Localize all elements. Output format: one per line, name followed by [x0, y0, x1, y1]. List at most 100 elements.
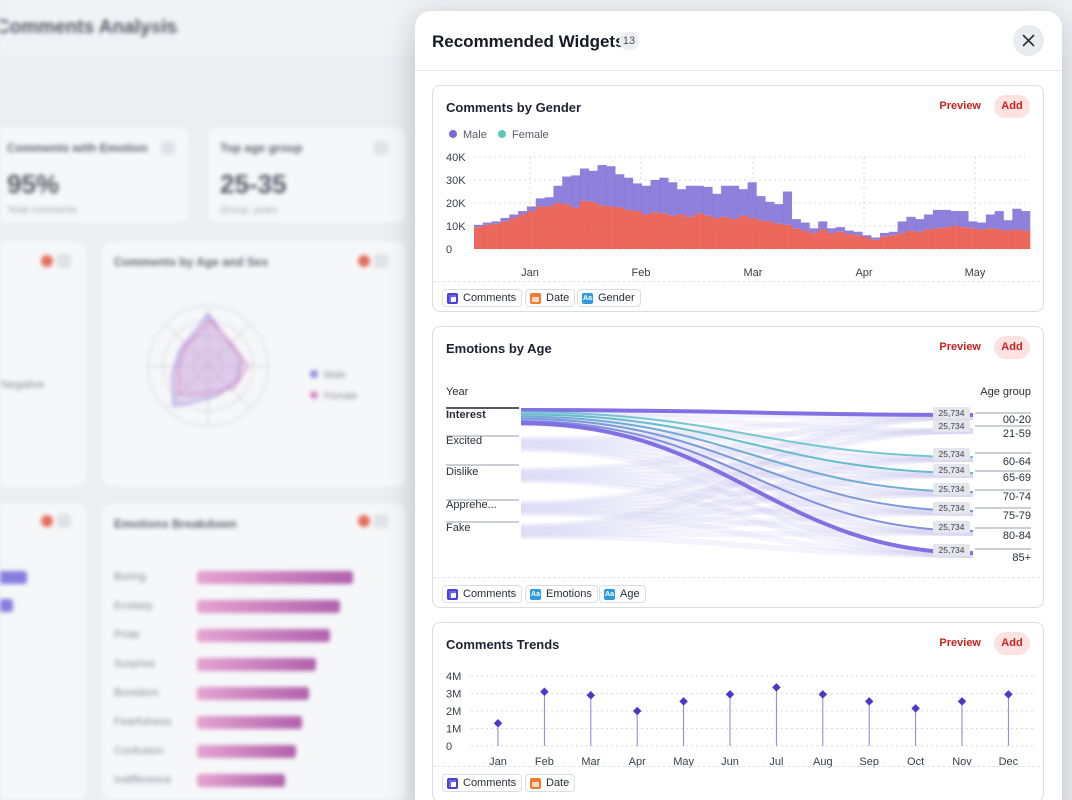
emotions-card-title: Emotions Breakdown: [114, 517, 237, 531]
preview-button[interactable]: Preview: [939, 341, 981, 353]
bar-female: [782, 224, 793, 249]
field-chip-comments[interactable]: Comments: [442, 585, 523, 603]
x-tick-label: Feb: [535, 756, 554, 768]
kpi-card-emotion: Comments with Emotion 95% Total comments: [0, 126, 190, 224]
dashboard-breadcrumb: / ID / ⌄: [140, 20, 182, 35]
x-tick-label: Jul: [769, 756, 783, 768]
x-tick-label: Nov: [952, 756, 972, 768]
sankey-flow-faint: [520, 510, 974, 537]
field-chip-comments[interactable]: Comments: [442, 289, 523, 307]
widget-count-badge: 13: [619, 32, 639, 50]
sankey-target-label: 60-64: [1003, 456, 1031, 468]
bar-female: [729, 219, 740, 249]
bar-male: [571, 175, 581, 208]
bar-male: [897, 221, 907, 233]
emotion-label: Boredom: [114, 687, 159, 699]
bar-female: [650, 212, 660, 249]
sankey-value-label: 25,734: [939, 421, 965, 431]
sankey-value-chip: [933, 502, 970, 514]
widget-title: Comments by Gender: [446, 100, 582, 115]
bar-male: [712, 193, 722, 218]
bar-male: [747, 182, 757, 218]
sankey-flow-faint: [520, 507, 974, 516]
kpi-card-value: 25-35: [220, 169, 287, 199]
text-type-icon: Aa: [530, 589, 541, 600]
x-tick-label: Jun: [721, 756, 739, 768]
bar-female: [615, 207, 625, 249]
field-chip-emotions[interactable]: Aa Emotions: [525, 585, 598, 603]
add-button[interactable]: Add: [994, 336, 1030, 359]
bar-male: [606, 166, 616, 207]
field-chip-date[interactable]: Date: [525, 289, 576, 307]
emotion-bar: [197, 716, 302, 729]
bar-male: [756, 196, 766, 221]
legend-male-swatch: [449, 130, 457, 138]
emotion-bar: [197, 658, 316, 671]
calendar-icon: [530, 778, 541, 789]
bar-female: [518, 214, 528, 249]
widget-emotions-by-age[interactable]: Emotions by Age Preview Add Year Age gro…: [432, 326, 1044, 608]
edit-icon: [374, 141, 388, 155]
lollipop-point: [772, 683, 781, 692]
preview-button[interactable]: Preview: [939, 100, 981, 112]
kpi-card-subtitle: Total comments: [7, 205, 78, 216]
sankey-flow-faint: [520, 414, 974, 442]
sankey-flow-faint: [520, 530, 974, 538]
widget-comments-by-gender[interactable]: Comments by Gender Preview Add Male Fema…: [432, 85, 1044, 312]
legend-female-label: Female: [512, 129, 549, 141]
field-chip-age[interactable]: Aa Age: [599, 585, 646, 603]
add-button[interactable]: Add: [994, 95, 1030, 118]
add-button[interactable]: Add: [994, 632, 1030, 655]
preview-button[interactable]: Preview: [939, 637, 981, 649]
sankey-flow-faint: [520, 414, 974, 506]
bar-female: [562, 204, 572, 249]
bar-female: [977, 229, 987, 249]
widget-comments-trends[interactable]: Comments Trends Preview Add 4M 3M 2M 1M 0 Ja…: [432, 622, 1044, 800]
bar-female: [597, 205, 607, 249]
sankey-flow-faint: [520, 428, 974, 444]
bar-female: [853, 235, 863, 249]
sankey-value-chip: [933, 464, 970, 476]
bar-male: [518, 211, 528, 215]
sankey-value-chip: [933, 448, 970, 460]
emotion-label: Confusion: [114, 745, 164, 757]
sankey-flow-faint: [520, 416, 974, 497]
bar-female: [818, 229, 828, 249]
sankey-value-label: 25,734: [939, 522, 965, 532]
bar-male: [632, 183, 642, 212]
bar-female: [1012, 229, 1022, 249]
bar-female: [509, 217, 519, 249]
y-tick-label: 10K: [446, 221, 466, 233]
bar-female: [685, 216, 695, 249]
bar-male: [994, 211, 1004, 230]
bar-female: [765, 221, 775, 249]
bar-female: [535, 206, 545, 249]
close-button[interactable]: [1013, 25, 1044, 56]
kpi-card-value: 95%: [7, 169, 60, 199]
lollipop-point: [493, 719, 503, 728]
bar-female: [659, 213, 669, 249]
widget-fields: Comments Date Aa Gender: [433, 281, 1043, 311]
sankey-value-chip: [933, 544, 970, 556]
sankey-source-label: Fake: [446, 522, 470, 534]
bar-female: [668, 215, 678, 249]
status-dot-icon: [358, 515, 370, 527]
sentiment-card: Negative: [0, 240, 88, 488]
y-tick-label: 4M: [446, 671, 461, 683]
bar-female: [579, 200, 590, 249]
y-tick-label: 3M: [446, 689, 461, 701]
field-chip-gender[interactable]: Aa Gender: [577, 289, 641, 307]
x-tick-label: Dec: [999, 756, 1019, 768]
bar-male: [694, 185, 704, 214]
bar-male: [597, 165, 607, 206]
radar-legend-female: Female: [324, 391, 358, 402]
bar-male: [844, 230, 854, 235]
field-chip-date[interactable]: Date: [525, 774, 576, 792]
sankey-right-header: Age group: [980, 386, 1031, 398]
field-chip-comments[interactable]: Comments: [442, 774, 523, 792]
sankey-flow-faint: [520, 476, 974, 536]
bar-male: [1003, 220, 1013, 231]
status-dot-icon: [41, 515, 53, 527]
sankey-flow-highlight: [520, 415, 974, 493]
